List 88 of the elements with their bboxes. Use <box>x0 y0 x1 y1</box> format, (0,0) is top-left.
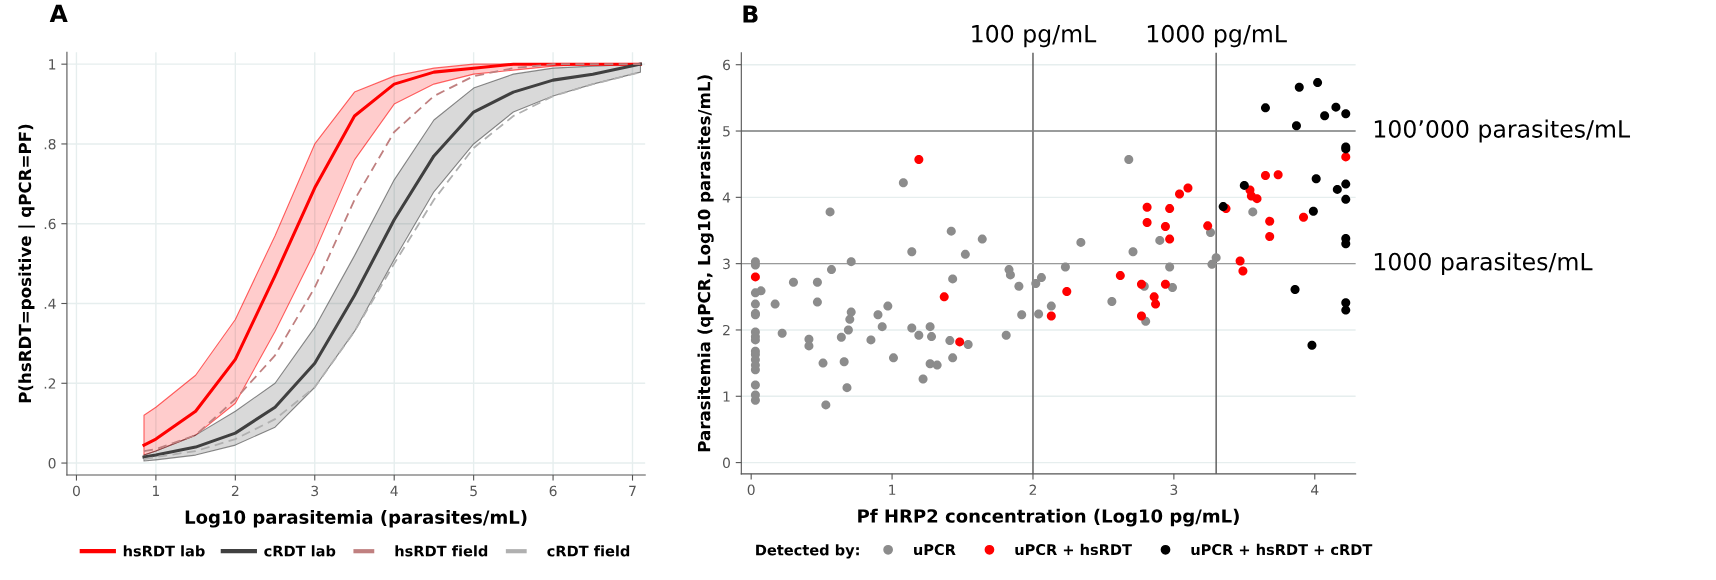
legend-label: uPCR + hsRDT + cRDT <box>1191 543 1373 556</box>
point <box>1320 111 1330 121</box>
x-tick-label: 2 <box>1029 484 1036 495</box>
point <box>914 155 924 165</box>
chart-title: A <box>49 4 68 22</box>
point <box>1341 152 1351 162</box>
legend-label: cRDT field <box>547 545 630 557</box>
legend-label: cRDT lab <box>264 545 336 557</box>
point <box>750 272 760 282</box>
point <box>1115 271 1125 281</box>
x-tick-label: 7 <box>629 485 636 496</box>
ref-line-label: 100 pg/mL <box>972 24 1097 48</box>
point <box>1142 218 1152 228</box>
chart-title: B <box>743 5 758 23</box>
y-tick-label: 0 <box>48 458 56 469</box>
point <box>1238 266 1248 276</box>
legend-title: Detected by: <box>756 544 859 559</box>
point <box>1332 184 1342 194</box>
x-axis-title: Pf HRP2 concentration (Log10 pg/mL) <box>858 508 1239 527</box>
legend-label: hsRDT field <box>395 545 488 557</box>
point <box>1294 82 1304 92</box>
point <box>1165 204 1175 214</box>
point <box>1046 311 1056 321</box>
x-tick-label: 1 <box>153 485 160 496</box>
y-tick-label: 4 <box>722 192 731 203</box>
point <box>1260 103 1270 113</box>
point <box>1311 174 1321 184</box>
ref-line-label: 1000 pg/mL <box>1147 24 1287 48</box>
y-tick-label: 3 <box>723 258 730 270</box>
y-tick-label: 5 <box>723 126 730 137</box>
point <box>1331 102 1341 112</box>
point <box>1341 179 1351 189</box>
point <box>1235 256 1245 266</box>
x-tick-label: 3 <box>311 485 319 497</box>
y-axis-title: P(hsRDT=positive | qPCR=PF) <box>18 124 35 403</box>
point <box>1260 170 1270 180</box>
x-axis-title: Log10 parasitemia (parasites/mL) <box>185 509 527 528</box>
point <box>1313 78 1323 88</box>
y-tick-label: 1 <box>49 59 56 70</box>
y-tick-label: 2 <box>723 324 730 336</box>
point <box>955 337 965 347</box>
y-tick-label: 0 <box>722 457 730 469</box>
point <box>1175 189 1185 199</box>
x-tick-label: 4 <box>390 485 398 496</box>
point <box>1142 202 1152 212</box>
point <box>1136 311 1146 321</box>
point <box>1183 183 1193 193</box>
y-tick-label: .8 <box>44 138 56 150</box>
point <box>1160 222 1170 232</box>
y-tick-label: .4 <box>44 298 56 309</box>
y-tick-label: .6 <box>44 218 56 230</box>
point <box>1307 340 1317 350</box>
legend-label: hsRDT lab <box>123 545 205 557</box>
point <box>1265 231 1275 241</box>
point <box>939 292 949 302</box>
ref-line-label: 100’000 parasites/mL <box>1374 119 1631 143</box>
point <box>1341 194 1351 204</box>
point <box>1239 180 1249 190</box>
x-tick-label: 0 <box>747 484 755 496</box>
y-tick-label: .2 <box>44 378 56 389</box>
y-axis-title: Parasitemia (qPCR, Log10 parasites/mL) <box>697 75 714 452</box>
point <box>1299 212 1309 222</box>
point <box>1273 170 1283 180</box>
x-tick-label: 5 <box>470 485 477 497</box>
legend-label: uPCR <box>914 544 956 556</box>
point <box>1341 305 1351 315</box>
x-tick-label: 6 <box>549 485 557 497</box>
x-tick-label: 4 <box>1311 484 1319 495</box>
point <box>1308 206 1318 216</box>
point <box>1290 285 1300 295</box>
y-tick-label: 6 <box>723 59 731 71</box>
x-tick-label: 3 <box>1170 484 1178 496</box>
point <box>1165 234 1175 244</box>
x-tick-label: 1 <box>889 484 896 495</box>
ref-line-label: 1000 parasites/mL <box>1374 252 1593 276</box>
point <box>1203 221 1213 231</box>
point <box>1160 279 1170 289</box>
y-tick-label: 1 <box>723 391 730 402</box>
x-tick-label: 0 <box>72 485 80 497</box>
point <box>1062 287 1072 296</box>
point <box>1252 194 1262 204</box>
point <box>1265 216 1275 226</box>
point <box>1151 299 1161 309</box>
point <box>1149 292 1159 302</box>
point <box>1341 109 1351 119</box>
legend-label: uPCR + hsRDT <box>1015 543 1132 556</box>
point <box>1291 121 1301 131</box>
x-tick-label: 2 <box>231 485 239 496</box>
